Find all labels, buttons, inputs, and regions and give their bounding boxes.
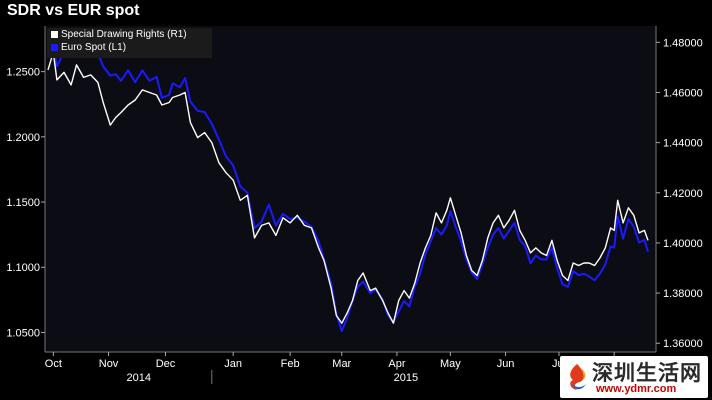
year-label: 2015	[394, 372, 418, 384]
legend-label-sdr: Special Drawing Rights (R1)	[61, 29, 187, 40]
y-right-tick-label: 1.38000	[663, 288, 703, 300]
x-tick-label: Jan	[224, 358, 242, 370]
watermark-logo-icon	[570, 364, 586, 390]
legend-item-sdr: Special Drawing Rights (R1)	[47, 28, 212, 41]
y-left-tick-label: 1.0500	[6, 327, 40, 339]
y-right-tick-label: 1.48000	[663, 37, 703, 49]
y-right-tick-label: 1.46000	[663, 87, 703, 99]
x-tick-label: Oct	[45, 358, 62, 370]
legend-swatch-eur	[51, 44, 58, 51]
watermark-url: www.ydmr.com	[596, 383, 677, 395]
series-line-sdr	[47, 51, 649, 324]
x-tick-label: Apr	[388, 358, 405, 370]
y-right-tick-label: 1.44000	[663, 138, 703, 150]
y-right-tick-label: 1.40000	[663, 238, 703, 250]
year-label: 2014	[127, 372, 151, 384]
watermark-badge: 深圳生活网 www.ydmr.com	[560, 356, 708, 398]
x-tick-label: Feb	[281, 358, 300, 370]
x-tick-label: Dec	[156, 358, 176, 370]
legend-item-eur: Euro Spot (L1)	[47, 41, 212, 54]
chart-legend: Special Drawing Rights (R1) Euro Spot (L…	[47, 28, 212, 58]
y-right-tick-label: 1.36000	[663, 338, 703, 350]
chart-title: SDR vs EUR spot	[7, 2, 140, 19]
watermark-text: 深圳生活网	[592, 361, 702, 385]
y-left-tick-label: 1.1000	[6, 262, 40, 274]
x-tick-label: Jun	[497, 358, 515, 370]
x-tick-label: May	[440, 358, 461, 370]
legend-swatch-sdr	[51, 31, 58, 38]
legend-label-eur: Euro Spot (L1)	[61, 42, 127, 53]
y-right-tick-label: 1.42000	[663, 188, 703, 200]
y-left-tick-label: 1.2500	[6, 67, 40, 79]
y-left-tick-label: 1.2000	[6, 132, 40, 144]
plot-area	[45, 26, 656, 352]
x-tick-label: Nov	[99, 358, 119, 370]
x-tick-label: Mar	[332, 358, 351, 370]
y-left-tick-label: 1.1500	[6, 197, 40, 209]
